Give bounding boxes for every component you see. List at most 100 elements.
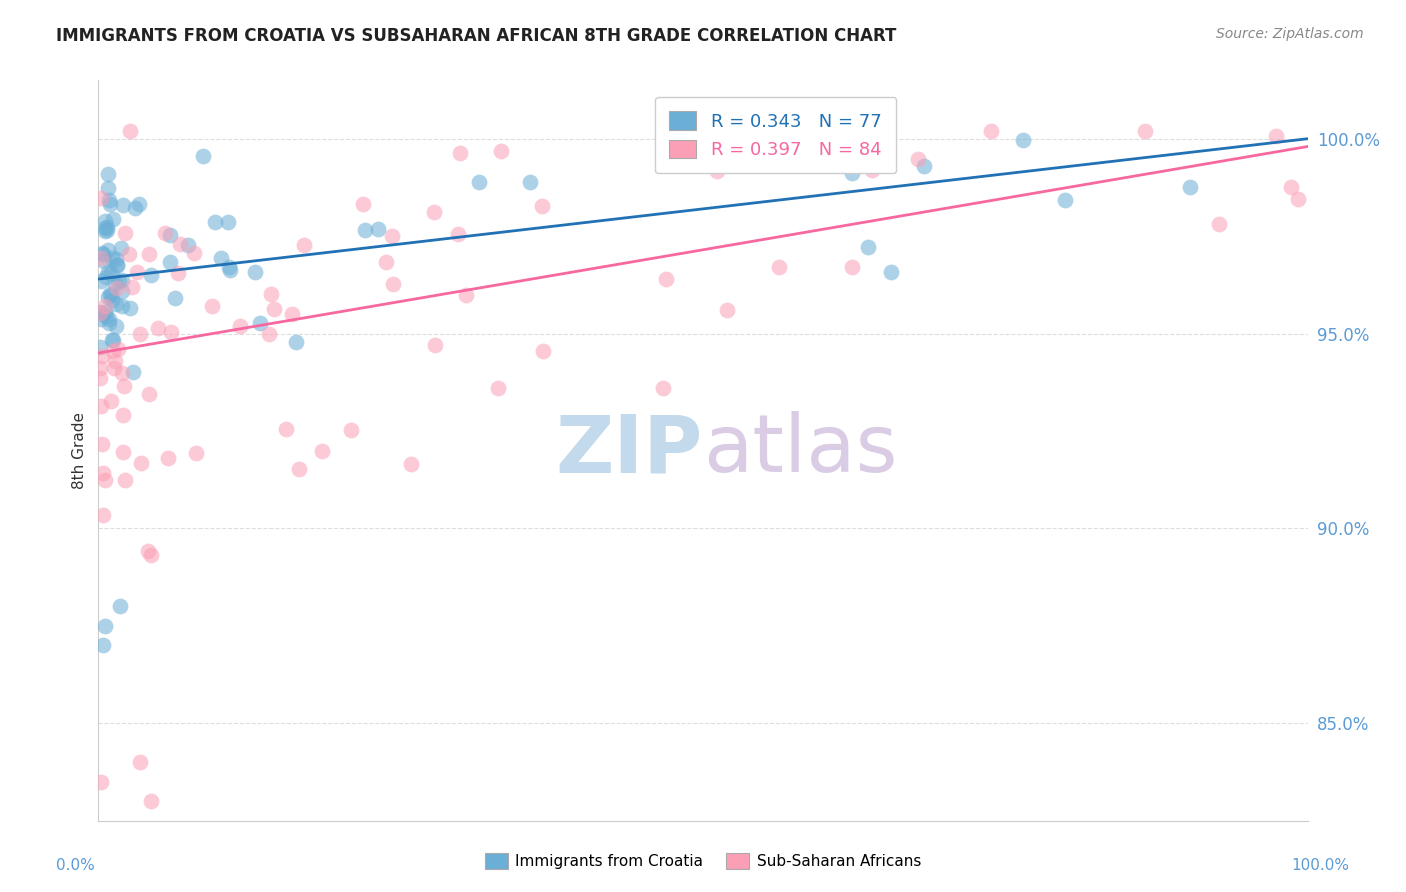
Point <box>129 755 152 769</box>
Point <box>118 247 141 261</box>
Point <box>89 360 111 375</box>
Point <box>651 381 673 395</box>
Point <box>90 274 112 288</box>
Point <box>257 327 280 342</box>
Point <box>101 333 124 347</box>
Point <box>108 599 131 614</box>
Legend: Immigrants from Croatia, Sub-Saharan Africans: Immigrants from Croatia, Sub-Saharan Afr… <box>478 847 928 875</box>
Point <box>101 293 124 307</box>
Point <box>1279 179 1302 194</box>
Point <box>105 258 128 272</box>
Point <box>91 437 114 451</box>
Point <box>90 191 112 205</box>
Point <box>153 226 176 240</box>
Point <box>841 166 863 180</box>
Point <box>531 199 554 213</box>
Point <box>111 284 134 298</box>
Point <box>218 260 240 274</box>
Point <box>91 247 114 261</box>
Point <box>93 214 115 228</box>
Point <box>1265 128 1288 143</box>
Point <box>97 167 120 181</box>
Point <box>111 198 134 212</box>
Point <box>856 240 879 254</box>
Point <box>139 794 162 808</box>
Point <box>531 343 554 358</box>
Point <box>100 251 122 265</box>
Point <box>468 175 491 189</box>
Point <box>449 146 471 161</box>
Point <box>89 340 111 354</box>
Point <box>112 378 135 392</box>
Point <box>114 227 136 241</box>
Point <box>980 124 1002 138</box>
Point <box>914 159 936 173</box>
Point <box>423 338 446 352</box>
Point <box>280 307 302 321</box>
Point <box>93 619 115 633</box>
Point <box>100 288 122 302</box>
Text: atlas: atlas <box>703 411 897 490</box>
Point <box>101 344 124 359</box>
Point <box>292 237 315 252</box>
Point <box>287 462 309 476</box>
Point <box>1286 192 1309 206</box>
Point <box>97 193 120 207</box>
Point <box>138 387 160 401</box>
Point <box>381 229 404 244</box>
Point <box>112 409 135 423</box>
Point <box>768 260 790 274</box>
Point <box>100 196 122 211</box>
Point <box>100 267 122 281</box>
Point <box>1208 218 1230 232</box>
Point <box>177 238 200 252</box>
Point <box>354 223 377 237</box>
Point <box>274 422 297 436</box>
Point <box>120 301 142 316</box>
Point <box>169 236 191 251</box>
Point <box>184 446 207 460</box>
Point <box>217 215 239 229</box>
Legend: R = 0.343   N = 77, R = 0.397   N = 84: R = 0.343 N = 77, R = 0.397 N = 84 <box>655 96 896 173</box>
Point <box>374 254 396 268</box>
Point <box>157 450 180 465</box>
Point <box>89 305 111 319</box>
Point <box>94 220 117 235</box>
Point <box>90 246 112 260</box>
Point <box>98 286 121 301</box>
Point <box>94 305 117 319</box>
Point <box>260 287 283 301</box>
Point <box>285 334 308 349</box>
Point <box>94 270 117 285</box>
Point <box>94 309 117 323</box>
Point <box>1178 180 1201 194</box>
Point <box>105 297 128 311</box>
Point <box>97 290 120 304</box>
Point <box>96 223 118 237</box>
Point <box>97 316 120 330</box>
Point <box>107 343 129 357</box>
Point <box>1053 193 1076 207</box>
Point <box>128 327 150 342</box>
Point <box>93 254 115 268</box>
Point <box>263 302 285 317</box>
Point <box>880 265 903 279</box>
Point <box>105 258 128 272</box>
Point <box>89 306 111 320</box>
Point <box>146 320 169 334</box>
Point <box>128 196 150 211</box>
Point <box>121 280 143 294</box>
Y-axis label: 8th Grade: 8th Grade <box>72 412 87 489</box>
Point <box>519 176 541 190</box>
Point <box>311 444 333 458</box>
Point <box>124 202 146 216</box>
Point <box>841 260 863 274</box>
Point <box>139 548 162 562</box>
Point <box>367 221 389 235</box>
Point <box>454 287 477 301</box>
Point <box>159 227 181 242</box>
Text: Source: ZipAtlas.com: Source: ZipAtlas.com <box>1216 27 1364 41</box>
Point <box>191 149 214 163</box>
Point <box>201 299 224 313</box>
Point <box>103 361 125 376</box>
